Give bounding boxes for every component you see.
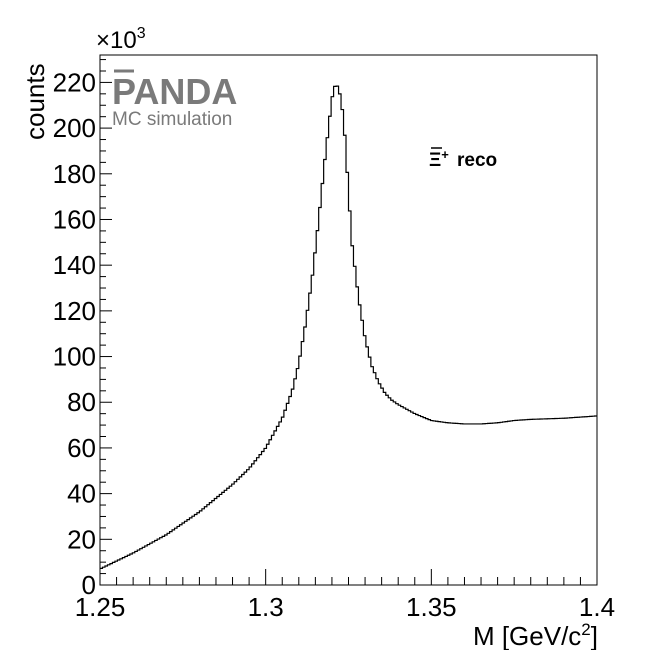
logo-title: PANDA (112, 71, 237, 112)
histogram-line (100, 85, 597, 570)
y-multiplier: ×103 (96, 25, 146, 54)
reco-text: reco (457, 150, 497, 171)
y-tick-label: 0 (82, 570, 96, 600)
y-axis-label: counts (20, 63, 50, 140)
y-tick-label: 20 (67, 524, 96, 554)
x-tick-label: 1.35 (406, 592, 457, 622)
y-tick-label: 220 (53, 67, 96, 97)
x-tick-label: 1.4 (579, 592, 615, 622)
x-axis: 1.25 1.3 1.35 1.4 (75, 569, 615, 622)
y-tick-label: 180 (53, 159, 96, 189)
y-tick-label: 160 (53, 204, 96, 234)
y-tick-label: 200 (53, 113, 96, 143)
y-tick-label: 120 (53, 296, 96, 326)
x-tick-label: 1.3 (248, 592, 284, 622)
y-tick-label: 80 (67, 387, 96, 417)
y-axis: 0 20 40 60 80 100 120 140 160 180 200 220 (53, 59, 112, 600)
reco-label: Ξ+ reco (429, 147, 497, 171)
y-tick-label: 60 (67, 433, 96, 463)
x-axis-label: M [GeV/c2] (473, 620, 598, 650)
plot-frame (99, 54, 598, 586)
panda-logo: PANDA MC simulation (112, 69, 237, 130)
logo-subtitle: MC simulation (112, 109, 232, 130)
y-tick-label: 40 (67, 479, 96, 509)
x-tick-label: 1.25 (75, 592, 126, 622)
y-tick-label: 100 (53, 342, 96, 372)
particle-symbol: Ξ+ (429, 147, 449, 171)
y-tick-label: 140 (53, 250, 96, 280)
